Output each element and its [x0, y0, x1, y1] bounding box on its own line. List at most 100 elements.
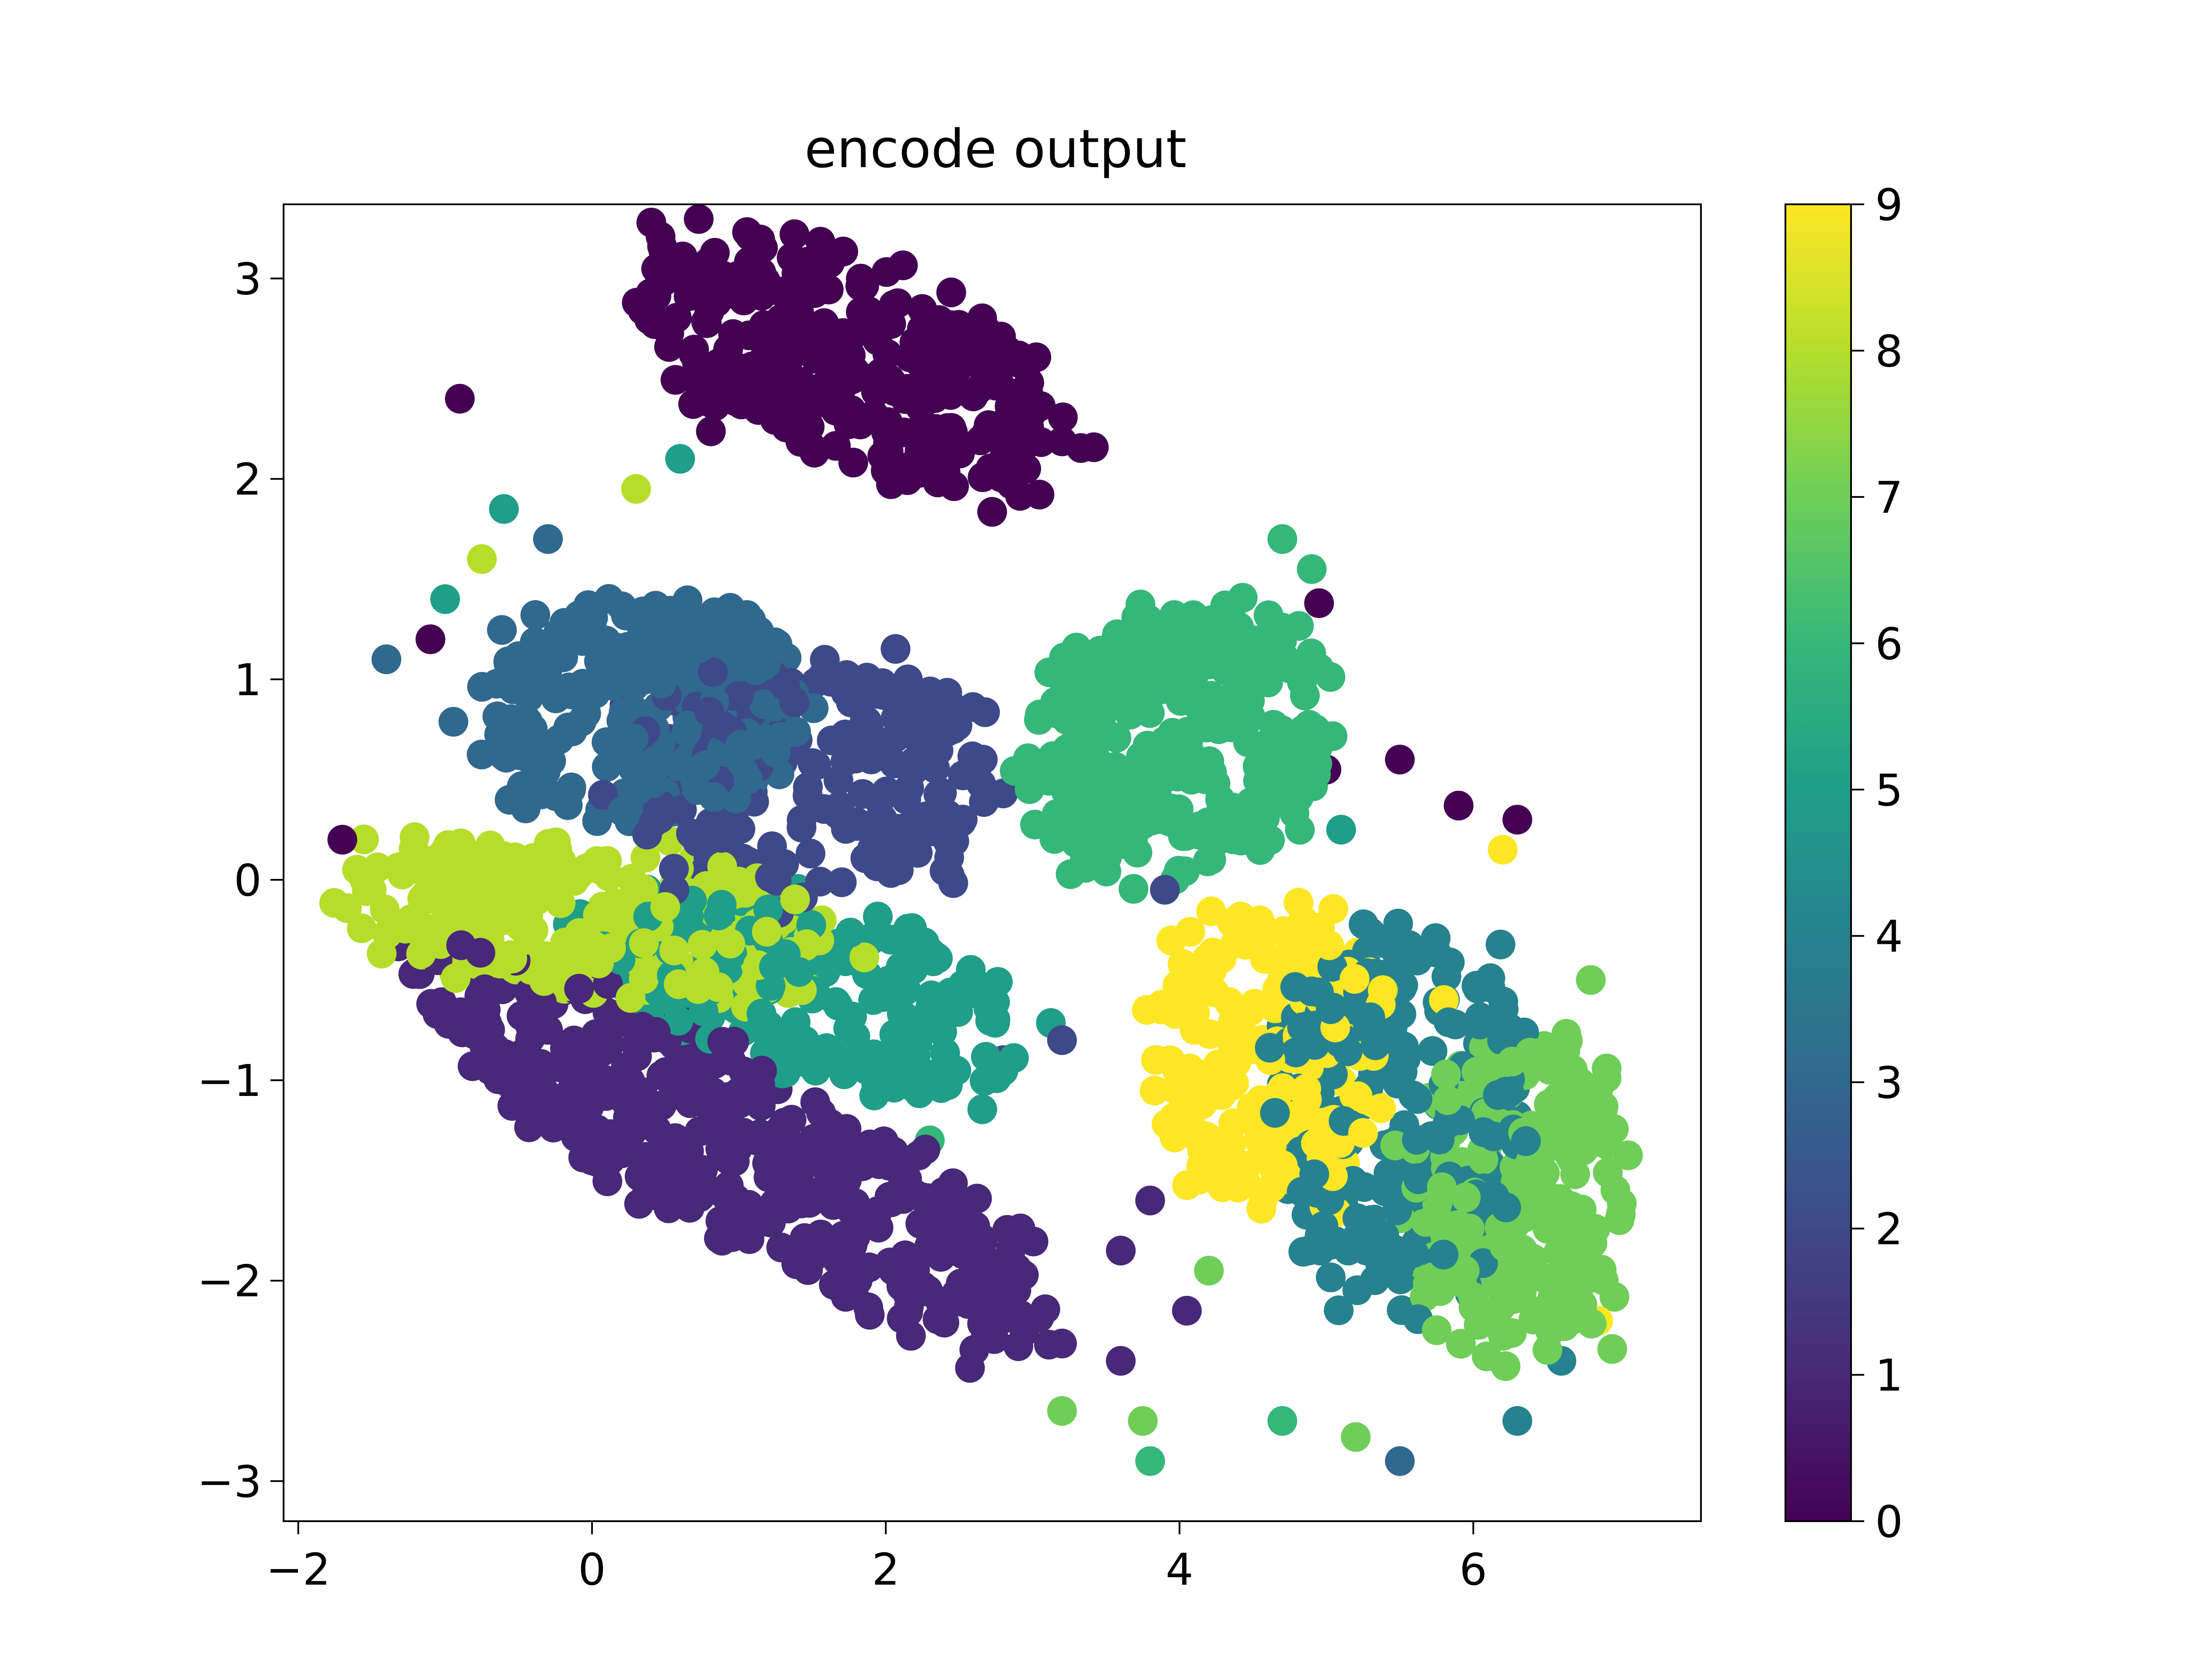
scatter-point: [837, 321, 867, 351]
scatter-point: [1237, 1092, 1267, 1123]
scatter-point: [929, 1200, 959, 1229]
scatter-point: [957, 757, 987, 788]
scatter-point: [415, 624, 445, 654]
scatter-point: [755, 862, 785, 892]
x-axis: −2 0 2 4 6: [266, 1521, 1487, 1595]
scatter-point: [1267, 1406, 1297, 1436]
scatter-point: [1263, 774, 1293, 805]
scatter-point: [682, 827, 712, 857]
scatter-point: [720, 1146, 750, 1176]
scatter-point: [573, 590, 603, 620]
scatter-point: [1343, 1081, 1373, 1111]
scatter-point: [770, 671, 800, 701]
scatter-point: [1483, 1080, 1513, 1110]
scatter-point: [1135, 1186, 1165, 1215]
scatter-point: [489, 494, 519, 524]
scatter-point: [513, 925, 543, 955]
scatter-point: [1194, 746, 1224, 776]
scatter-point: [902, 1028, 933, 1058]
scatter-point: [635, 1145, 665, 1175]
scatter-point: [1522, 1260, 1553, 1290]
y-tick-label: 3: [234, 254, 262, 305]
scatter-point: [461, 997, 491, 1027]
scatter-point: [1201, 827, 1231, 857]
scatter-point: [1446, 1329, 1476, 1359]
scatter-point: [805, 867, 835, 897]
scatter-point: [1481, 1054, 1511, 1084]
scatter-point: [1431, 1059, 1461, 1089]
scatter-point: [752, 917, 782, 947]
scatter-point: [1013, 743, 1043, 774]
scatter-point: [1268, 1150, 1298, 1180]
scatter-point: [840, 1022, 870, 1052]
scatter-point: [556, 774, 586, 805]
scatter-point: [1047, 1025, 1077, 1055]
scatter-point: [466, 852, 496, 882]
colorbar-tick-label: 4: [1875, 911, 1903, 962]
scatter-point: [1224, 612, 1254, 642]
scatter-point: [1067, 653, 1098, 683]
scatter-point: [659, 854, 689, 884]
scatter-point: [526, 779, 557, 809]
scatter-point: [718, 319, 748, 349]
scatter-point: [1206, 1080, 1236, 1110]
scatter-point: [1497, 1318, 1527, 1348]
scatter-point: [1244, 909, 1273, 939]
colorbar-tick-label: 6: [1875, 618, 1903, 669]
scatter-point: [1168, 949, 1198, 979]
scatter-points: [319, 204, 1643, 1476]
scatter-point: [508, 849, 538, 879]
scatter-point: [544, 724, 574, 755]
scatter-point: [1339, 964, 1370, 994]
scatter-point: [1255, 1032, 1285, 1063]
colorbar-tick-label: 2: [1875, 1204, 1903, 1255]
colorbar-tick-label: 5: [1875, 765, 1903, 816]
x-tick-label: 2: [872, 1544, 900, 1595]
scatter-point: [1141, 1045, 1171, 1075]
scatter-point: [508, 1038, 538, 1068]
scatter-point: [799, 438, 830, 468]
scatter-point: [689, 274, 719, 304]
scatter-point: [1308, 1211, 1339, 1241]
scatter-point: [983, 366, 1013, 396]
scatter-point: [1369, 1221, 1399, 1251]
scatter-point: [514, 1112, 544, 1142]
scatter-point: [1434, 1007, 1464, 1037]
scatter-point: [1106, 1236, 1136, 1266]
scatter-point: [1498, 1284, 1529, 1314]
scatter-point: [1176, 1083, 1206, 1113]
scatter-point: [1240, 989, 1270, 1019]
scatter-point: [880, 722, 911, 752]
scatter-point: [967, 1094, 997, 1124]
scatter-point: [1280, 928, 1310, 958]
scatter-point: [506, 1001, 536, 1031]
scatter-point: [823, 799, 853, 829]
scatter-point: [1383, 1068, 1413, 1099]
x-tick-label: 6: [1459, 1544, 1487, 1595]
scatter-point: [857, 1055, 887, 1085]
scatter-point: [841, 1222, 870, 1252]
scatter-point: [900, 1074, 930, 1104]
scatter-point: [1348, 1118, 1378, 1148]
scatter-point: [836, 354, 866, 384]
scatter-point: [1194, 1256, 1224, 1286]
scatter-point: [470, 974, 500, 1004]
scatter-point: [691, 306, 721, 336]
scatter-point: [541, 857, 571, 887]
scatter-point: [943, 710, 972, 741]
scatter-point: [1349, 909, 1378, 939]
scatter-point: [977, 497, 1007, 527]
scatter-point: [1557, 1145, 1588, 1176]
scatter-point: [1079, 432, 1109, 462]
scatter-point: [1106, 1346, 1136, 1376]
scatter-point: [936, 277, 966, 308]
scatter-point: [820, 987, 851, 1017]
scatter-point: [441, 963, 471, 993]
scatter-point: [607, 796, 637, 826]
scatter-point: [905, 392, 936, 423]
scatter-point: [589, 1019, 619, 1049]
scatter-point: [904, 458, 934, 488]
scatter-point: [1173, 726, 1203, 756]
scatter-point: [934, 1225, 964, 1254]
scatter-point: [825, 1264, 856, 1294]
